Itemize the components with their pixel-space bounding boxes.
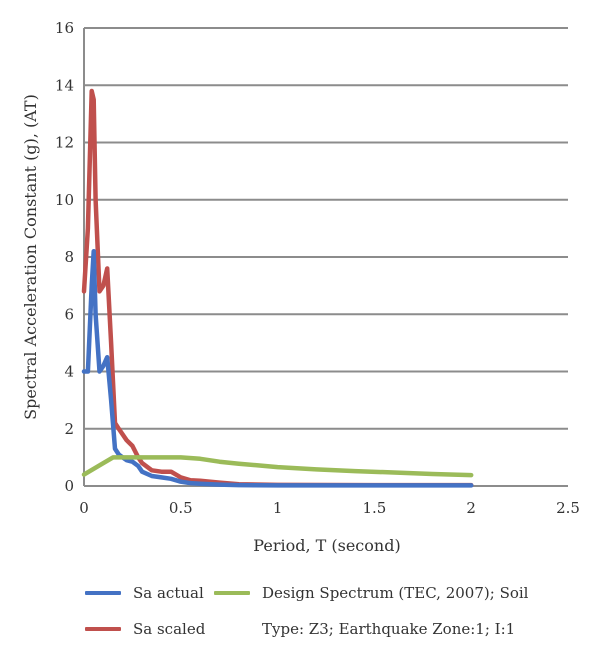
y-tick-label-0: 0 [64,477,74,495]
y-tick-label-1: 2 [64,420,74,438]
legend-swatch-design-spectrum [214,591,250,595]
y-tick-label-4: 8 [64,248,74,266]
legend-label-design-spectrum-line2: Type: Z3; Earthquake Zone:1; I:1 [262,620,516,638]
legend-item-design-spectrum: Design Spectrum (TEC, 2007); Soil [214,584,528,602]
legend-label-design-spectrum-line1: Design Spectrum (TEC, 2007); Soil [262,584,529,602]
legend-swatch-sa-scaled [85,627,121,631]
legend-item-sa-scaled: Sa scaled [85,620,205,638]
x-tick-label-0: 0 [79,499,89,517]
y-axis-title: Spectral Acceleration Constant (g), (AT) [21,94,40,420]
y-tick-label-5: 10 [55,191,74,209]
x-tick-label-4: 2 [466,499,476,517]
y-tick-label-7: 14 [55,76,74,94]
legend-swatch-sa-actual [85,591,121,595]
legend-item-sa-actual: Sa actual [85,584,204,602]
grid-layer [84,27,568,430]
y-tick-label-6: 12 [55,134,74,152]
x-tick-label-3: 1.5 [362,499,386,517]
legend-label-sa-scaled: Sa scaled [133,620,206,638]
series-line-2 [81,455,474,478]
y-tick-label-2: 4 [64,363,74,381]
y-tick-label-8: 16 [55,19,74,37]
series-line-1 [81,88,474,488]
x-tick-label-5: 2.5 [556,499,580,517]
series-layer [81,88,474,488]
x-axis-title: Period, T (second) [253,536,400,555]
x-tick-label-2: 1 [273,499,283,517]
legend-label-sa-actual: Sa actual [133,584,204,602]
x-tick-label-1: 0.5 [169,499,193,517]
y-tick-label-3: 6 [64,305,74,323]
series-line-0 [81,249,474,488]
legend-item-design-spectrum-cont: Type: Z3; Earthquake Zone:1; I:1 [262,620,515,638]
tick-labels: 0 2 4 6 8 10 12 14 16 0 0.5 1 1.5 2 2.5 [55,19,580,517]
